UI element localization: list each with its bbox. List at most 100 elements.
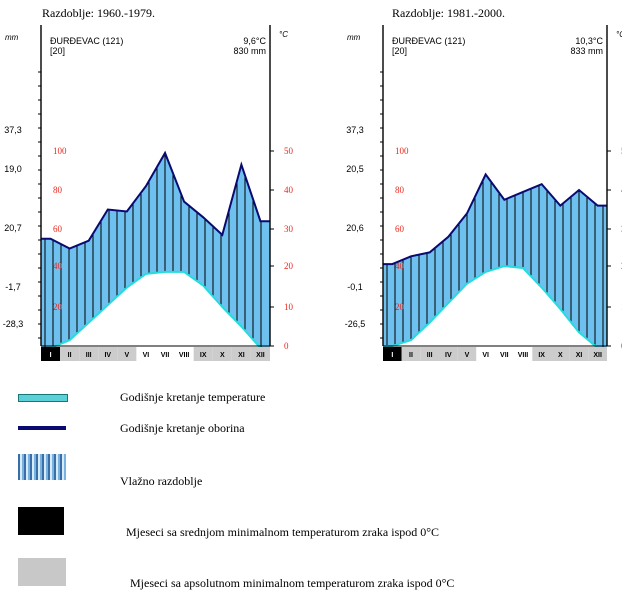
- left-side-value: 20,5: [346, 164, 364, 174]
- month-cell: [193, 347, 213, 361]
- black-month-swatch: [18, 507, 64, 535]
- temperature-line-swatch: [18, 394, 68, 402]
- month-cell: [60, 347, 80, 361]
- precipitation-point: [164, 152, 166, 154]
- month-cell: [98, 347, 118, 361]
- observation-years: [20]: [392, 46, 407, 56]
- month-cell: [79, 347, 99, 361]
- temperature-point: [87, 321, 90, 324]
- month-cell: [155, 347, 175, 361]
- precipitation-point: [106, 208, 109, 211]
- temperature-point: [68, 339, 71, 341]
- month-cell: [476, 347, 495, 361]
- temperature-point: [522, 267, 524, 269]
- month-cell: [420, 347, 439, 361]
- climate-diagram-2: Razdoblje: 1981.-2000. mm °C ĐURĐEVAC (121)…: [345, 6, 622, 361]
- month-label: X: [558, 352, 563, 359]
- month-cell: [457, 347, 477, 361]
- month-label: V: [125, 352, 130, 359]
- precipitation-point: [484, 173, 487, 176]
- temperature-point: [466, 282, 468, 285]
- month-label: III: [427, 352, 433, 359]
- precipitation-point: [259, 220, 262, 222]
- chart-title: Razdoblje: 1981.-2000.: [392, 6, 505, 20]
- temperature-line: [383, 265, 607, 349]
- left-side-value: -0,1: [347, 282, 363, 292]
- month-label: VII: [500, 352, 509, 359]
- precipitation-point: [447, 236, 450, 238]
- month-label: XII: [593, 352, 602, 359]
- month-label: I: [391, 352, 393, 359]
- left-side-value: 20,7: [4, 223, 22, 233]
- precipitation-point: [391, 263, 394, 265]
- precipitation-tick-label: 20: [53, 302, 63, 312]
- precipitation-line: [41, 150, 270, 250]
- month-label: II: [409, 352, 413, 359]
- month-label: IV: [445, 352, 452, 359]
- precipitation-point: [202, 216, 205, 219]
- precipitation-point: [240, 163, 243, 166]
- temperature-point: [221, 306, 224, 308]
- station-name: ĐURĐEVAC (121): [50, 36, 123, 46]
- precipitation-line-swatch: [18, 426, 66, 430]
- chart-title: Razdoblje: 1960.-1979.: [42, 6, 155, 20]
- left-side-value: -26,5: [345, 319, 366, 329]
- month-cell: [532, 347, 551, 361]
- precipitation-point: [126, 210, 128, 213]
- temperature-point: [447, 302, 450, 304]
- right-axis-unit: °C: [616, 30, 622, 39]
- temperature-point: [503, 265, 506, 267]
- precipitation-point: [578, 189, 580, 191]
- humid-period-area: [383, 174, 607, 348]
- month-label: I: [50, 352, 52, 359]
- temperature-point: [428, 321, 431, 324]
- month-label: VII: [161, 352, 170, 359]
- month-cell: [212, 347, 232, 361]
- left-side-value: 37,3: [4, 125, 22, 135]
- precipitation-point: [428, 251, 431, 254]
- left-axis-unit: mm: [347, 33, 361, 42]
- left-axis-unit: mm: [5, 33, 19, 42]
- month-cell: [383, 347, 402, 361]
- legend-label: Vlažno razdoblje: [120, 474, 203, 488]
- precipitation-tick-label: 60: [395, 224, 405, 234]
- precipitation-point: [522, 191, 524, 193]
- temperature-point: [202, 284, 205, 287]
- temperature-point: [410, 339, 412, 341]
- left-side-value: -28,3: [3, 319, 24, 329]
- precipitation-point: [221, 234, 224, 236]
- month-label: IV: [104, 352, 111, 359]
- month-cell: [569, 347, 589, 361]
- month-label: VI: [143, 352, 150, 359]
- month-label: VIII: [179, 352, 190, 359]
- grey-month-swatch: [18, 558, 66, 586]
- mean-annual-temperature: 9,6°C: [243, 36, 266, 46]
- left-side-value: -1,7: [5, 282, 21, 292]
- precipitation-point: [68, 247, 71, 250]
- month-label: XI: [238, 352, 245, 359]
- precipitation-point: [87, 239, 90, 242]
- precipitation-tick-label: 100: [395, 146, 409, 156]
- legend-label: Godišnje kretanje temperature: [120, 390, 266, 404]
- temperature-line: [41, 270, 270, 349]
- precipitation-tick-label: 40: [395, 261, 405, 271]
- temperature-point: [164, 271, 166, 273]
- climate-diagram-1: Razdoblje: 1960.-1979. mm °C ĐURĐEVAC (121)…: [3, 6, 294, 361]
- month-label: III: [86, 352, 92, 359]
- month-label: XI: [576, 352, 583, 359]
- humid-period-area: [41, 152, 270, 348]
- temperature-point: [183, 271, 185, 273]
- precipitation-point: [49, 237, 52, 240]
- precipitation-point: [540, 183, 543, 185]
- month-cell: [401, 347, 421, 361]
- temperature-point: [240, 325, 243, 328]
- precipitation-point: [503, 198, 506, 201]
- month-cell: [117, 347, 137, 361]
- legend-label: Mjeseci sa apsolutnom minimalnom tempera…: [130, 576, 455, 590]
- month-cell: [495, 347, 514, 361]
- month-label: VIII: [518, 352, 529, 359]
- precipitation-tick-label: 40: [53, 261, 63, 271]
- month-cell: [41, 347, 61, 361]
- left-side-value: 19,0: [4, 164, 22, 174]
- observation-years: [20]: [50, 46, 65, 56]
